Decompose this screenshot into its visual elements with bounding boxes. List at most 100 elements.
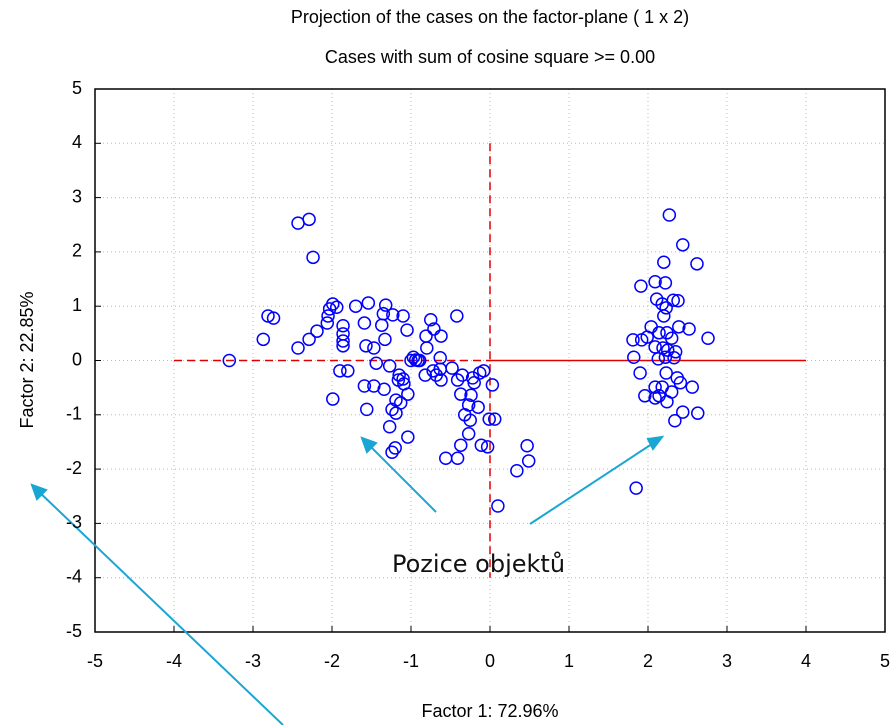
arrow-head	[30, 483, 48, 501]
point	[690, 257, 704, 271]
point	[266, 311, 281, 325]
y-axis-label: Factor 2: 22.85%	[17, 291, 37, 428]
point	[434, 373, 448, 387]
y-tick-label: 3	[72, 186, 82, 206]
point	[672, 320, 686, 334]
y-tick-label: 5	[72, 78, 82, 98]
point	[382, 359, 397, 373]
arrows	[30, 435, 665, 725]
arrow-head	[360, 436, 378, 454]
arrow	[365, 441, 437, 513]
point	[682, 322, 696, 336]
point	[326, 392, 340, 406]
x-tick-label: 0	[485, 651, 495, 671]
point	[361, 296, 376, 310]
point	[367, 341, 381, 355]
point	[426, 364, 440, 378]
point	[385, 402, 399, 417]
point	[673, 376, 688, 390]
point	[454, 438, 468, 452]
points	[222, 208, 715, 513]
point	[633, 366, 647, 380]
point	[359, 339, 373, 353]
point	[401, 387, 415, 401]
point	[667, 351, 681, 365]
point	[434, 329, 448, 343]
point	[474, 438, 489, 452]
point	[668, 345, 683, 359]
y-tick-label: -4	[66, 566, 82, 586]
point	[648, 380, 662, 394]
point	[336, 327, 350, 341]
point	[222, 353, 237, 368]
point	[418, 368, 432, 382]
point	[256, 332, 271, 347]
x-tick-label: 4	[801, 651, 811, 671]
x-tick-label: 3	[722, 651, 732, 671]
point	[626, 333, 640, 347]
x-tick-label: 5	[880, 651, 890, 671]
point	[302, 212, 316, 227]
point	[463, 413, 477, 427]
point	[320, 316, 335, 330]
x-tick-label: -2	[324, 651, 340, 671]
point	[396, 372, 410, 386]
point	[659, 301, 673, 315]
point	[375, 318, 389, 332]
point	[424, 313, 438, 327]
point	[685, 380, 699, 394]
point	[471, 400, 485, 414]
point	[433, 351, 447, 365]
x-tick-label: 2	[643, 651, 653, 671]
point	[377, 382, 391, 397]
point	[357, 379, 372, 393]
point	[333, 364, 347, 378]
point	[627, 350, 641, 364]
reference-lines	[174, 143, 806, 578]
point	[664, 331, 679, 345]
point	[510, 463, 524, 478]
point	[652, 326, 666, 340]
point	[472, 366, 487, 380]
point	[450, 451, 465, 465]
point	[291, 216, 305, 230]
point	[427, 322, 441, 336]
point	[420, 341, 434, 355]
point	[671, 294, 685, 308]
point	[439, 451, 453, 465]
arrow-head	[646, 435, 665, 451]
point	[638, 389, 652, 403]
point	[661, 343, 675, 357]
point	[400, 323, 414, 337]
point	[386, 308, 400, 322]
annotation: Pozice objektů	[392, 550, 565, 578]
point	[378, 298, 393, 312]
point	[382, 419, 397, 434]
point	[640, 330, 654, 344]
point	[676, 405, 690, 419]
point	[491, 499, 505, 513]
point	[348, 299, 363, 313]
point	[385, 445, 399, 460]
point	[396, 309, 410, 323]
point	[651, 352, 666, 366]
point	[676, 238, 690, 252]
point	[701, 331, 715, 345]
point	[480, 440, 495, 454]
y-tick-label: -1	[66, 404, 82, 424]
y-tick-label: -3	[66, 512, 82, 532]
point	[306, 250, 320, 265]
point	[329, 300, 344, 315]
point	[450, 309, 464, 323]
x-tick-label: -3	[245, 651, 261, 671]
point	[455, 368, 470, 382]
y-tick-label: -2	[66, 458, 82, 478]
y-tick-label: 2	[72, 241, 82, 261]
point	[321, 309, 335, 323]
point	[658, 350, 673, 364]
plot-frame	[94, 88, 886, 633]
arrow	[529, 439, 659, 525]
point	[521, 454, 536, 468]
point	[657, 309, 671, 323]
point	[433, 362, 447, 376]
